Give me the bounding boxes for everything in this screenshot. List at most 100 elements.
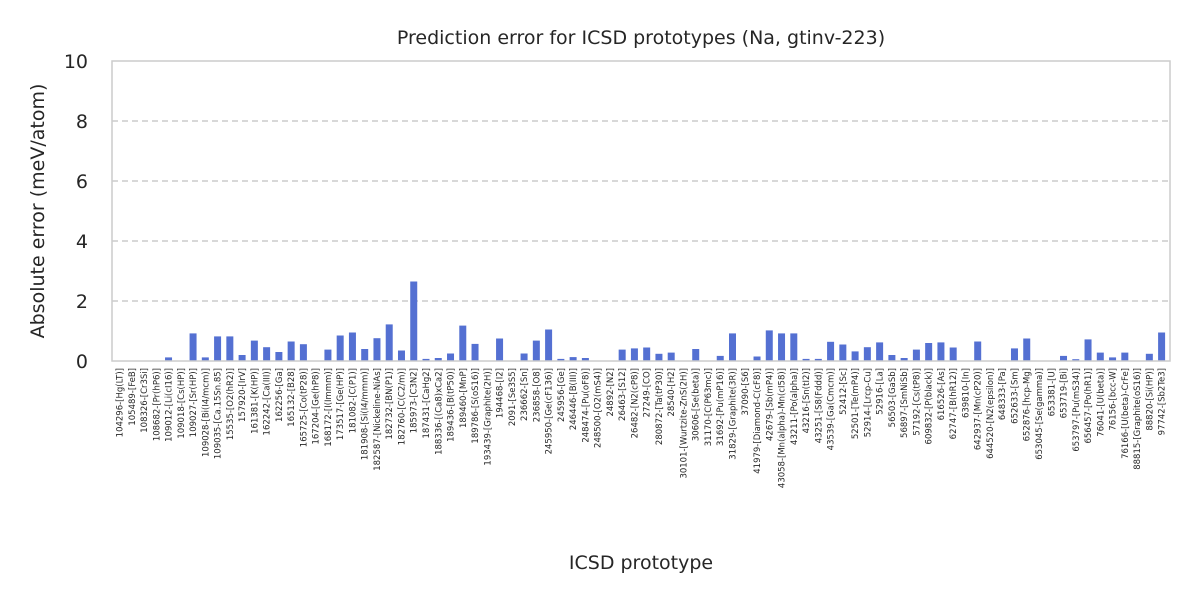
x-tick-label: 644520-[N2(epsilon)] xyxy=(986,368,996,459)
bar xyxy=(630,348,638,361)
x-tick-labels: 104296-[Hg(LT)] 105489-[FeB] 108326-[Cr3Si… xyxy=(116,368,1168,488)
bar xyxy=(434,358,442,361)
bar xyxy=(250,340,258,361)
y-tick-label: 10 xyxy=(64,51,88,73)
bar xyxy=(397,350,405,361)
x-tick-label: 43216-[Sn(tI2)] xyxy=(802,368,812,433)
x-tick-label: 97742-[Sb2Te3] xyxy=(1158,368,1168,435)
x-tick-label: 109018-[Cs(HP)] xyxy=(177,368,187,439)
x-tick-label: 653719-[Bi] xyxy=(1060,368,1070,418)
x-tick-label: 182732-[BN(P1)] xyxy=(385,368,395,440)
bar xyxy=(263,347,271,361)
x-tick-label: 653381-[U] xyxy=(1047,368,1057,416)
x-tick-label: 165725-[Co(tP28)] xyxy=(299,368,309,447)
x-tick-label: 57192-[Cs(tP8)] xyxy=(912,368,922,436)
bar xyxy=(1023,338,1031,361)
bar xyxy=(839,344,847,361)
y-axis-label: Absolute error (meV/atom) xyxy=(27,84,49,339)
x-tick-label: 189436-[B(tP50)] xyxy=(447,368,457,442)
x-tick-label: 37090-[S6] xyxy=(741,368,751,416)
x-tick-label: 189786-[S(oS16)] xyxy=(471,368,481,444)
bar xyxy=(692,349,700,361)
bar xyxy=(1060,355,1068,361)
x-tick-label: 43251-[S8(Fddd)] xyxy=(814,368,824,443)
bar xyxy=(189,333,197,361)
x-tick-label: 280872-[Ta(tP30)] xyxy=(655,368,665,445)
x-tick-label: 193439-[Graphite(2H)] xyxy=(483,368,493,466)
x-axis-label: ICSD prototype xyxy=(569,552,713,574)
x-tick-label: 56897-[SmNiSb] xyxy=(900,368,910,438)
bar xyxy=(226,336,234,361)
x-tick-label: 162256-[Ga] xyxy=(275,368,285,422)
bar xyxy=(299,344,307,361)
x-tick-label: 27249-[CO] xyxy=(643,368,653,417)
x-tick-label: 42679-[Sb(mP4)] xyxy=(765,368,775,441)
x-tick-label: 26482-[N2(cP8)] xyxy=(630,368,640,438)
x-tick-label: 31829-[Graphite(3R)] xyxy=(729,368,739,460)
x-tick-label: 52914-[Lrcp-Cu] xyxy=(863,368,873,437)
bar xyxy=(520,353,528,361)
x-tick-label: 31692-[Pu(mP16)] xyxy=(716,368,726,446)
bar xyxy=(287,341,295,361)
x-tick-label: 652633-[Sm] xyxy=(1010,368,1020,424)
x-tick-label: 30101-[Wurtzite-ZnS(2H)] xyxy=(679,368,689,479)
bar xyxy=(667,352,675,361)
bar xyxy=(324,349,332,361)
x-tick-label: 41979-[Diamond-C(cF8)] xyxy=(753,368,763,474)
x-tick-label: 30606-[Se(beta)] xyxy=(692,368,702,441)
bar xyxy=(900,358,908,361)
x-tick-label: 88815-[Graphite(oS16)] xyxy=(1133,368,1143,470)
bar xyxy=(888,355,896,361)
bar xyxy=(912,349,920,361)
x-tick-label: 26463-[S12] xyxy=(618,368,628,421)
x-tick-label: 109027-[Sr(HP)] xyxy=(189,368,199,437)
x-tick-label: 104296-[Hg(LT)] xyxy=(116,368,126,437)
bar xyxy=(361,349,369,361)
x-tick-label: 157920-[IrV] xyxy=(238,368,248,422)
x-tick-label: 105489-[FeB] xyxy=(128,368,138,426)
x-tick-label: 43211-[Po(alpha)] xyxy=(790,368,800,445)
x-tick-label: 188336-[(Ca8)xCa2] xyxy=(434,368,444,455)
x-tick-label: 28540-[H2] xyxy=(667,368,677,417)
bar xyxy=(655,353,663,361)
bar xyxy=(1145,353,1153,361)
x-tick-label: 52412-[Sc] xyxy=(839,368,849,415)
bar xyxy=(201,357,209,361)
x-tick-label: 165132-[B28] xyxy=(287,368,297,427)
bar xyxy=(336,335,344,361)
bar xyxy=(1010,348,1018,361)
x-tick-label: 88820-[Si(HP)] xyxy=(1145,368,1155,431)
bar xyxy=(545,329,553,361)
bar xyxy=(949,347,957,361)
bar xyxy=(643,347,651,361)
x-tick-label: 656457-[Po(hR1)] xyxy=(1084,368,1094,444)
bar xyxy=(471,343,479,361)
bar xyxy=(1121,352,1129,361)
bar xyxy=(778,333,786,361)
x-tick-label: 181082-[C(P1)] xyxy=(348,368,358,433)
y-tick-label: 8 xyxy=(76,111,88,133)
bar xyxy=(238,355,246,361)
bar xyxy=(581,358,589,361)
bar xyxy=(729,333,736,361)
x-tick-label: 182760-[C(C2/m)] xyxy=(397,368,407,445)
bar xyxy=(618,349,626,361)
x-tick-label: 248474-[Pu(oF8)] xyxy=(581,368,591,443)
x-tick-label: 2091-[Se3S5] xyxy=(508,368,518,426)
x-tick-label: 236662-[Sn] xyxy=(520,368,530,421)
bar xyxy=(974,341,982,361)
plot-frame xyxy=(111,60,1171,362)
x-tick-label: 181908-[Si(I4/mmm)] xyxy=(361,368,371,460)
bar xyxy=(165,357,173,361)
x-tick-label: 43539-[Ga(Cmcm)] xyxy=(827,368,837,450)
bar xyxy=(496,338,504,361)
x-tick-label: 648333-[Pa] xyxy=(998,368,1008,420)
bar xyxy=(814,358,822,361)
bar xyxy=(447,353,455,361)
bar xyxy=(863,347,871,361)
x-tick-label: 76156-[bcc-W] xyxy=(1109,368,1119,431)
bar xyxy=(275,352,283,361)
bar xyxy=(1072,359,1080,361)
x-tick-label: 52501-[Te(mP4)] xyxy=(851,368,861,439)
